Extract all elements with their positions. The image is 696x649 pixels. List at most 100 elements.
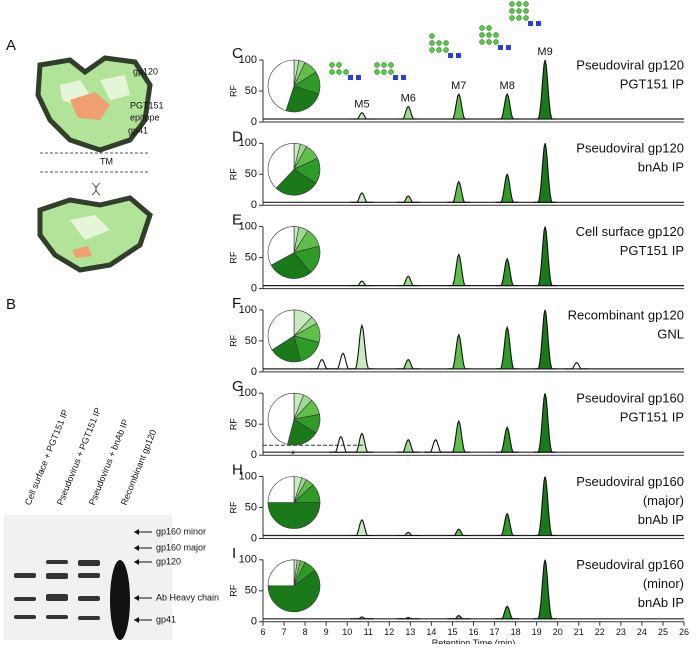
- glcnac: [393, 75, 398, 80]
- glycan-icon: [329, 62, 361, 80]
- band-label: gp160 minor: [156, 526, 206, 536]
- y-tick-label: 0: [251, 616, 257, 628]
- peak: [350, 519, 374, 537]
- x-tick-label: 22: [595, 627, 605, 637]
- mannose: [429, 47, 435, 53]
- y-tick-label: 50: [245, 252, 257, 264]
- panel-letter: H: [232, 461, 243, 478]
- panel-letter: E: [232, 212, 242, 229]
- glcnac: [401, 75, 406, 80]
- panel-letter: G: [232, 378, 244, 395]
- panel-title: Recombinant gp120: [568, 307, 684, 322]
- x-tick-label: 19: [532, 627, 542, 637]
- peak: [350, 112, 374, 120]
- gel-bands: [14, 560, 130, 640]
- peak: [396, 275, 420, 287]
- y-tick-label: 0: [251, 532, 257, 544]
- peak: [533, 393, 557, 453]
- mannose: [509, 1, 515, 7]
- peak: [396, 105, 420, 120]
- arrow-head: [134, 617, 139, 623]
- mannose: [493, 32, 499, 38]
- peak-label: M9: [537, 46, 552, 58]
- mannose: [479, 32, 485, 38]
- panel-letter: A: [6, 37, 16, 54]
- mannose: [509, 8, 515, 14]
- panel-title: PGT151 IP: [620, 76, 684, 91]
- peak: [447, 253, 471, 287]
- x-tick-label: 18: [511, 627, 521, 637]
- arrow-head: [134, 595, 139, 601]
- mannose: [509, 15, 515, 21]
- peak: [533, 59, 557, 120]
- peak: [533, 559, 557, 620]
- x-tick-label: 21: [574, 627, 584, 637]
- mannose: [388, 62, 394, 68]
- panel-title: bnAb IP: [638, 512, 684, 527]
- peak: [447, 92, 471, 120]
- x-tick-label: 6: [260, 627, 265, 637]
- arrow-head: [134, 545, 139, 551]
- panel-letter: B: [6, 296, 16, 313]
- peak: [447, 333, 471, 370]
- mannose: [436, 47, 442, 53]
- peak: [533, 226, 557, 287]
- y-tick-label: 100: [239, 554, 257, 566]
- arrow-head: [134, 559, 139, 565]
- y-tick-label: 0: [251, 366, 257, 378]
- mannose: [381, 62, 387, 68]
- peak: [447, 419, 471, 453]
- peak: [565, 361, 589, 370]
- pie-slice: [267, 502, 321, 529]
- panel-title: Pseudoviral gp160: [576, 474, 684, 489]
- mannose: [329, 69, 335, 75]
- y-tick-label: 50: [245, 501, 257, 513]
- peak: [310, 358, 334, 370]
- mannose: [443, 47, 449, 53]
- label: epitope: [130, 112, 160, 122]
- panel-letter: F: [232, 295, 241, 312]
- x-tick-label: 13: [405, 627, 415, 637]
- y-tick-label: 0: [251, 449, 257, 461]
- panel-title: Pseudoviral gp160: [576, 557, 684, 572]
- x-tick-label: 24: [637, 627, 647, 637]
- annotation: *: [291, 449, 296, 461]
- band-label: Ab Heavy chain: [156, 592, 219, 602]
- y-tick-label: 0: [251, 283, 257, 295]
- mannose: [381, 69, 387, 75]
- peak: [396, 531, 420, 537]
- mannose: [493, 39, 499, 45]
- y-tick-label: 100: [239, 387, 257, 399]
- glycan-icon: [429, 33, 461, 58]
- peak: [350, 323, 374, 370]
- pie-slice: [267, 559, 295, 587]
- peak: [329, 435, 353, 453]
- y-tick-label: 100: [239, 221, 257, 233]
- mannose: [523, 1, 529, 7]
- mannose: [374, 62, 380, 68]
- mannose: [329, 62, 335, 68]
- mannose: [516, 8, 522, 14]
- peak: [350, 192, 374, 203]
- peak-label: M5: [354, 99, 369, 111]
- y-tick-label: 50: [245, 85, 257, 97]
- band-label: gp160 major: [156, 542, 206, 552]
- y-tick-label: 100: [239, 54, 257, 66]
- panel-title: Pseudoviral gp120: [576, 57, 684, 72]
- glcnac: [536, 21, 541, 26]
- mannose: [388, 69, 394, 75]
- peak: [495, 426, 519, 453]
- y-axis-label: RF: [228, 418, 238, 430]
- x-tick-label: 20: [553, 627, 563, 637]
- pie-slice: [285, 85, 320, 113]
- peak: [495, 512, 519, 537]
- panel-letter: D: [232, 128, 243, 145]
- mannose: [523, 8, 529, 14]
- y-tick-label: 100: [239, 137, 257, 149]
- peak: [396, 195, 420, 203]
- x-tick-label: 15: [447, 627, 457, 637]
- mannose: [486, 32, 492, 38]
- mannose: [479, 39, 485, 45]
- x-tick-label: 17: [490, 627, 500, 637]
